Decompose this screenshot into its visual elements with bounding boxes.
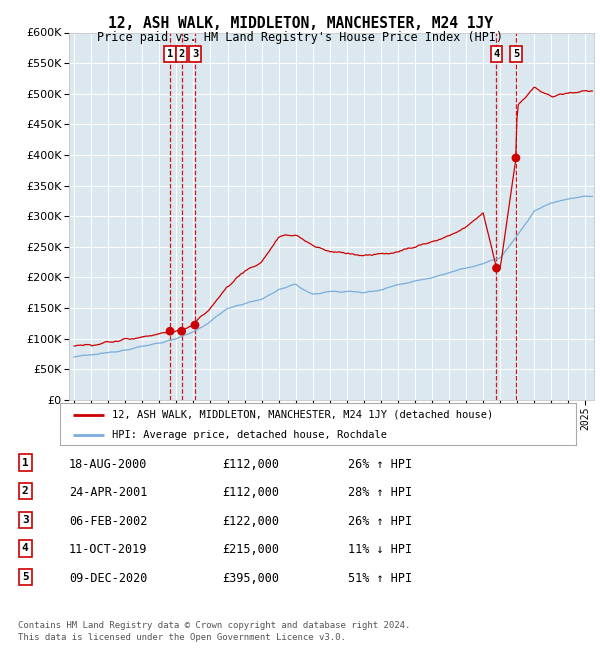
- Point: [177, 326, 187, 337]
- Text: 4: 4: [493, 49, 500, 59]
- Text: This data is licensed under the Open Government Licence v3.0.: This data is licensed under the Open Gov…: [18, 633, 346, 642]
- Text: 51% ↑ HPI: 51% ↑ HPI: [348, 572, 412, 585]
- Text: 3: 3: [192, 49, 198, 59]
- Text: 09-DEC-2020: 09-DEC-2020: [69, 572, 148, 585]
- Text: £122,000: £122,000: [222, 515, 279, 528]
- Text: 2: 2: [22, 486, 29, 496]
- Text: 12, ASH WALK, MIDDLETON, MANCHESTER, M24 1JY: 12, ASH WALK, MIDDLETON, MANCHESTER, M24…: [107, 16, 493, 31]
- Text: 3: 3: [22, 515, 29, 525]
- Text: HPI: Average price, detached house, Rochdale: HPI: Average price, detached house, Roch…: [112, 430, 386, 439]
- Text: £215,000: £215,000: [222, 543, 279, 556]
- Text: 5: 5: [513, 49, 519, 59]
- Text: £112,000: £112,000: [222, 458, 279, 471]
- Text: 11-OCT-2019: 11-OCT-2019: [69, 543, 148, 556]
- Point: [190, 320, 200, 330]
- Text: 26% ↑ HPI: 26% ↑ HPI: [348, 515, 412, 528]
- Point: [511, 153, 521, 163]
- Text: 5: 5: [22, 572, 29, 582]
- Text: 4: 4: [22, 543, 29, 553]
- Text: Contains HM Land Registry data © Crown copyright and database right 2024.: Contains HM Land Registry data © Crown c…: [18, 621, 410, 630]
- Text: 1: 1: [167, 49, 173, 59]
- Text: 12, ASH WALK, MIDDLETON, MANCHESTER, M24 1JY (detached house): 12, ASH WALK, MIDDLETON, MANCHESTER, M24…: [112, 410, 493, 420]
- Text: 06-FEB-2002: 06-FEB-2002: [69, 515, 148, 528]
- Text: 18-AUG-2000: 18-AUG-2000: [69, 458, 148, 471]
- Text: Price paid vs. HM Land Registry's House Price Index (HPI): Price paid vs. HM Land Registry's House …: [97, 31, 503, 44]
- Text: 26% ↑ HPI: 26% ↑ HPI: [348, 458, 412, 471]
- Point: [491, 263, 501, 274]
- Text: 1: 1: [22, 458, 29, 467]
- Text: £112,000: £112,000: [222, 486, 279, 499]
- Text: 11% ↓ HPI: 11% ↓ HPI: [348, 543, 412, 556]
- Text: 24-APR-2001: 24-APR-2001: [69, 486, 148, 499]
- Point: [165, 326, 175, 337]
- Text: £395,000: £395,000: [222, 572, 279, 585]
- Text: 2: 2: [179, 49, 185, 59]
- Text: 28% ↑ HPI: 28% ↑ HPI: [348, 486, 412, 499]
